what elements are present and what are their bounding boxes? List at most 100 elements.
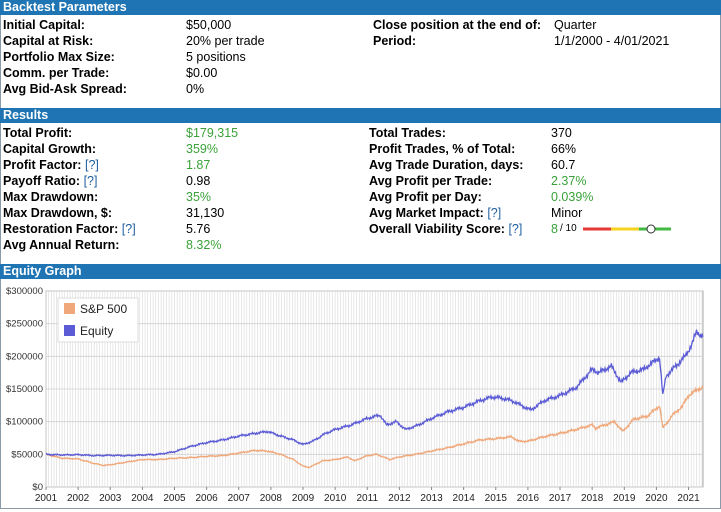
x-tick-label: 2001 — [35, 493, 58, 504]
param-row: Comm. per Trade: $0.00 — [0, 65, 721, 81]
score-denominator: / 10 — [560, 223, 577, 234]
x-tick-label: 2017 — [549, 493, 572, 504]
metric-label: Capital Growth: — [3, 141, 96, 157]
param-label-text: Avg Bid-Ask Spread: — [3, 82, 127, 96]
metric-value: 1.87 — [186, 158, 211, 172]
metric-label: Payoff Ratio: [?] — [3, 173, 97, 189]
x-tick-label: 2018 — [581, 493, 604, 504]
param-label: Capital at Risk: — [3, 33, 93, 49]
param-label: Period: — [373, 33, 416, 49]
param-label: Avg Bid-Ask Spread: — [3, 81, 127, 97]
metric-label-text: Overall Viability Score: — [369, 222, 505, 236]
help-link[interactable]: [?] — [121, 222, 136, 236]
x-tick-label: 2021 — [677, 493, 700, 504]
metric-label-text: Avg Annual Return: — [3, 238, 120, 252]
help-link[interactable]: [?] — [508, 222, 523, 236]
metric-label-text: Avg Trade Duration, days: — [369, 158, 524, 172]
viability-marker — [646, 224, 656, 234]
metric-label-text: Avg Profit per Trade: — [369, 174, 493, 188]
x-tick-label: 2010 — [324, 493, 347, 504]
x-tick-label: 2002 — [67, 493, 90, 504]
metric-row: Total Profit: $179,315 — [0, 125, 721, 141]
x-tick-label: 2008 — [260, 493, 283, 504]
param-label-text: Period: — [373, 34, 417, 48]
param-value: 20% per trade — [186, 34, 265, 48]
param-value: 1/1/2000 - 4/01/2021 — [554, 34, 670, 48]
metric-value: 2.37% — [551, 174, 587, 188]
metric-row: Max Drawdown: 35% — [0, 189, 721, 205]
metric-row: Profit Trades, % of Total: 66% — [0, 141, 721, 157]
metric-value: 0.039% — [551, 190, 594, 204]
metric-label: Avg Profit per Day: — [369, 189, 482, 205]
help-link[interactable]: [?] — [84, 158, 99, 172]
metric-value: 60.7 — [551, 158, 576, 172]
param-value: $0.00 — [186, 66, 218, 80]
y-tick-label: $100000 — [6, 417, 43, 428]
metric-label: Avg Annual Return: — [3, 237, 119, 253]
metric-row: Avg Profit per Trade: 2.37% — [0, 173, 721, 189]
param-label: Comm. per Trade: — [3, 65, 109, 81]
param-label-text: Initial Capital: — [3, 18, 85, 32]
metric-label: Avg Trade Duration, days: — [369, 157, 523, 173]
help-link[interactable]: [?] — [487, 206, 502, 220]
param-label-text: Portfolio Max Size: — [3, 50, 115, 64]
param-row: Capital at Risk: 20% per trade — [0, 33, 721, 49]
param-value: $50,000 — [186, 18, 232, 32]
results-header: Results — [0, 108, 721, 123]
param-row: Close position at the end of: Quarter — [0, 17, 721, 33]
series-line-equity — [45, 329, 704, 458]
metric-label: Total Profit: — [3, 125, 72, 141]
x-tick-label: 2003 — [99, 493, 122, 504]
metric-label-text: Payoff Ratio: — [3, 174, 81, 188]
legend-swatch — [64, 325, 75, 336]
param-row: Portfolio Max Size: 5 positions — [0, 49, 721, 65]
metric-row: Restoration Factor: [?] 5.76 — [0, 221, 721, 237]
metric-row: Total Trades: 370 — [0, 125, 721, 141]
metric-row: Profit Factor: [?] 1.87 — [0, 157, 721, 173]
metric-value: 8 — [551, 222, 558, 236]
metric-label-text: Max Drawdown: — [3, 190, 99, 204]
metric-row: Payoff Ratio: [?] 0.98 — [0, 173, 721, 189]
x-tick-label: 2016 — [517, 493, 540, 504]
metric-label: Total Trades: — [369, 125, 446, 141]
x-tick-label: 2007 — [228, 493, 251, 504]
metric-label-text: Max Drawdown, $: — [3, 206, 113, 220]
param-value: Quarter — [554, 18, 597, 32]
param-row: Period: 1/1/2000 - 4/01/2021 — [0, 33, 721, 49]
metric-row: Avg Annual Return: 8.32% — [0, 237, 721, 253]
metric-label: Avg Market Impact: [?] — [369, 205, 501, 221]
x-tick-label: 2011 — [357, 493, 379, 504]
param-row: Avg Bid-Ask Spread: 0% — [0, 81, 721, 97]
param-label: Portfolio Max Size: — [3, 49, 115, 65]
metric-label: Overall Viability Score: [?] — [369, 221, 522, 237]
metric-row: Capital Growth: 359% — [0, 141, 721, 157]
legend-swatch — [64, 303, 75, 314]
x-tick-label: 2020 — [645, 493, 668, 504]
metric-value: 359% — [186, 142, 218, 156]
param-value: 0% — [186, 82, 205, 96]
metric-label-text: Total Trades: — [369, 126, 446, 140]
equity-header: Equity Graph — [0, 264, 721, 279]
metric-label: Max Drawdown: — [3, 189, 98, 205]
metric-value: $179,315 — [186, 126, 239, 140]
y-tick-label: $150000 — [6, 384, 43, 395]
metric-value: 8.32% — [186, 238, 222, 252]
series-line-sp500 — [45, 385, 704, 469]
metric-label-text: Capital Growth: — [3, 142, 97, 156]
legend-label: Equity — [80, 324, 113, 338]
help-link[interactable]: [?] — [83, 174, 98, 188]
metric-label-text: Profit Trades, % of Total: — [369, 142, 516, 156]
x-tick-label: 2004 — [131, 493, 154, 504]
metric-label-text: Restoration Factor: — [3, 222, 119, 236]
x-tick-label: 2009 — [292, 493, 315, 504]
backtest-header: Backtest Parameters — [0, 0, 721, 15]
x-tick-label: 2013 — [420, 493, 443, 504]
param-label-text: Comm. per Trade: — [3, 66, 110, 80]
x-tick-label: 2005 — [163, 493, 186, 504]
metric-row: Max Drawdown, $: 31,130 — [0, 205, 721, 221]
y-tick-label: $0 — [32, 482, 43, 493]
metric-label-text: Avg Market Impact: — [369, 206, 484, 220]
metric-value: Minor — [551, 206, 583, 220]
metric-label: Avg Profit per Trade: — [369, 173, 492, 189]
param-label: Initial Capital: — [3, 17, 85, 33]
